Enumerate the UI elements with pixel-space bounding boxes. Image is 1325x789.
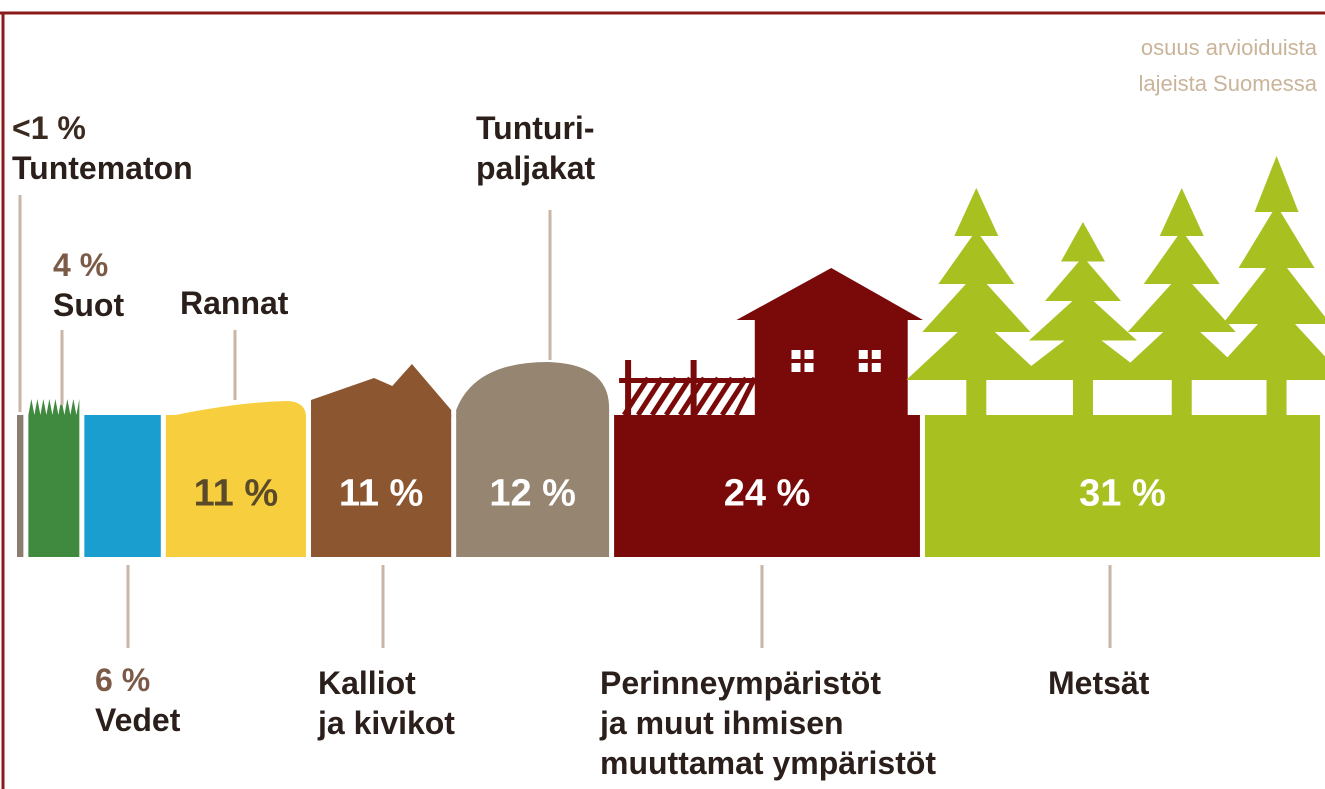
fence-rail <box>619 378 755 383</box>
category-name: Metsät <box>1048 665 1149 701</box>
window <box>859 363 868 372</box>
shore <box>166 401 306 417</box>
window <box>872 350 881 359</box>
value-label: 11 % <box>339 473 424 516</box>
trunk <box>1267 378 1287 419</box>
trunk <box>966 378 986 419</box>
category-label: Tunturi- paljakat <box>476 108 595 188</box>
window <box>804 350 813 359</box>
value-label: 12 % <box>489 473 576 516</box>
category-name: Kalliot ja kivikot <box>318 665 455 741</box>
category-label: Rannat <box>180 283 288 323</box>
fence-post <box>625 360 631 416</box>
trunk <box>1172 378 1192 419</box>
window <box>791 363 800 372</box>
window <box>859 350 868 359</box>
value-label: 31 % <box>1079 473 1166 516</box>
value-label: 6 % <box>95 660 180 700</box>
window <box>804 363 813 372</box>
window <box>872 363 881 372</box>
category-name: Suot <box>53 287 124 323</box>
segment <box>17 415 23 557</box>
category-label: 4 %Suot <box>53 245 124 325</box>
category-label: Perinneympäristöt ja muut ihmisen muutta… <box>600 663 936 783</box>
value-label: 4 % <box>53 245 124 285</box>
crown <box>1061 222 1105 262</box>
segment <box>84 415 160 557</box>
segment <box>28 415 79 557</box>
value-label: <1 % <box>12 108 193 148</box>
grass <box>28 399 79 415</box>
category-name: Rannat <box>180 285 288 321</box>
value-label: 24 % <box>724 473 811 516</box>
category-label: 6 %Vedet <box>95 660 180 740</box>
category-label: Metsät <box>1048 663 1149 703</box>
crown <box>954 188 998 236</box>
crown <box>906 315 1046 380</box>
value-label: 11 % <box>194 473 279 516</box>
trunk <box>1073 378 1093 419</box>
category-name: Vedet <box>95 702 180 738</box>
category-label: <1 %Tuntematon <box>12 108 193 188</box>
subtitle: osuus arvioiduista lajeista Suomessa <box>1138 30 1317 102</box>
category-label: Kalliot ja kivikot <box>318 663 455 743</box>
category-name: Perinneympäristöt ja muut ihmisen muutta… <box>600 665 936 781</box>
fence-post <box>691 360 697 416</box>
crown <box>1160 188 1204 236</box>
house <box>736 268 923 417</box>
rock <box>311 364 451 417</box>
infographic: osuus arvioiduista lajeista Suomessa <1 … <box>0 0 1325 789</box>
category-name: Tuntematon <box>12 150 193 186</box>
window <box>791 350 800 359</box>
fell <box>456 362 609 417</box>
crown <box>1255 156 1299 212</box>
category-name: Tunturi- paljakat <box>476 110 595 186</box>
